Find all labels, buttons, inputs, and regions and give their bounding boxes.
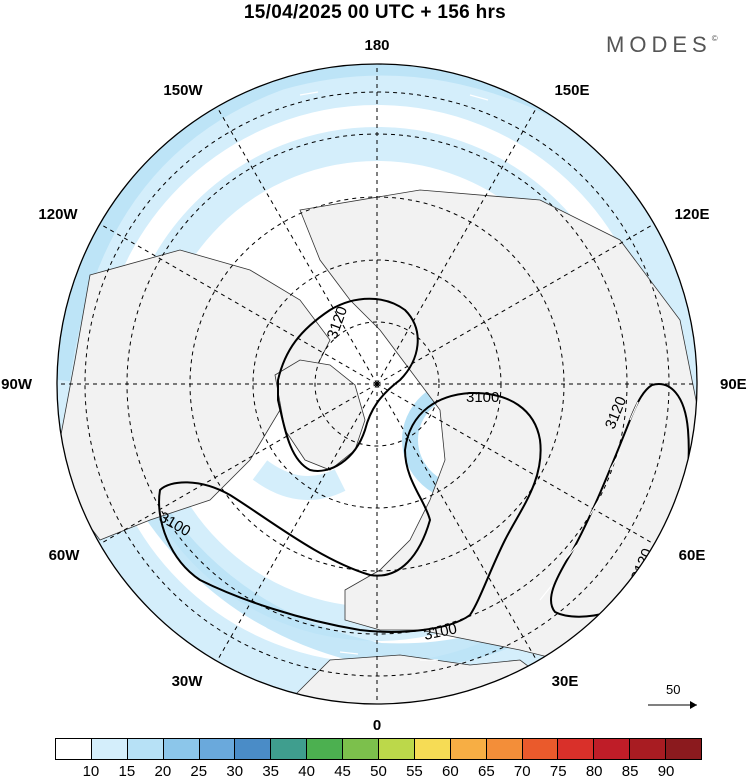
colorbar-swatch [235,739,272,759]
contour-label: 3100 [466,389,499,406]
colorbar-swatch [486,739,523,759]
colorbar-swatch [56,739,92,759]
longitude-label-180: 180 [364,37,389,54]
meridians [57,64,697,704]
wind-arrow [629,401,639,421]
colorbar-tick-label: 10 [82,763,100,780]
colorbar-tick-label: 20 [154,763,172,780]
meridian-30w [216,383,378,662]
colorbar-tick-label: 15 [118,763,136,780]
colorbar-tick-label: 90 [657,763,675,780]
wind-arrow [564,544,578,561]
reference-vector [648,701,697,709]
colorbar-swatch [630,739,667,759]
colorbar-swatch [127,739,164,759]
colorbar-swatch [522,739,559,759]
colorbar-tick-label: 80 [585,763,603,780]
colorbar [55,738,702,760]
latitude-circle-80 [314,321,440,447]
longitude-label-30w: 30W [172,673,204,690]
colorbar-tick-label: 50 [370,763,387,780]
wind-arrow [339,651,359,655]
brand-name: MODES [606,32,712,57]
colorbar-tick-label: 60 [442,763,459,780]
contour-3120-polar [277,297,419,472]
arctic-jet-patch [252,460,346,500]
colorbar-swatch [271,739,308,759]
map-disk: 3120 3100 3100 3120 3120 3100 [57,64,697,704]
colorbar-swatch [199,739,236,759]
contour-label: 3100 [422,620,458,644]
colorbar-swatch [163,739,200,759]
wind-arrow [149,129,166,141]
longitude-label-150w: 150W [163,82,203,99]
meridian-120e [376,223,655,385]
colorbar-tick-label: 85 [621,763,639,780]
modes-logo: MODES© [606,32,718,58]
colorbar-swatch [379,739,415,759]
meridian-150e [376,106,538,385]
longitude-label-60w: 60W [49,547,81,564]
colorbar-tick-label: 30 [226,763,244,780]
wind-arrow [249,619,267,629]
colorbar-tick-label: 70 [513,763,531,780]
colorbar-tick-label: 75 [549,763,567,780]
map-boundary [56,63,698,705]
wind-arrow [589,497,601,516]
colorbar-swatch [450,739,487,759]
wind-arrow [539,584,553,601]
longitude-label-30e: 30E [552,673,579,690]
colorbar-tick-label: 45 [334,763,351,780]
longitude-labels: 180 150E 120E 90E 60E 30E 0 30W 60W 90W … [1,37,747,734]
colorbar-swatch [307,739,344,759]
meridian-120w [99,223,378,385]
africa-north [289,654,561,704]
map-title: 15/04/2025 00 UTC + 156 hrs [243,2,507,23]
longitude-label-0: 0 [373,717,381,734]
colorbar-tick-label: 65 [477,763,495,780]
meridian-150w [216,106,378,385]
colorbar-swatch [666,739,702,759]
longitude-label-60e: 60E [679,547,706,564]
colorbar-swatch [343,739,380,759]
meridian-60w [99,383,378,545]
reference-vector-label: 50 [666,682,681,697]
colorbar-swatch [414,739,451,759]
wind-arrow [299,91,319,96]
longitude-label-150e: 150E [554,82,589,99]
copyright-mark: © [711,34,718,43]
contour-3120-east [550,383,690,618]
colorbar-tick-label: 25 [190,763,208,780]
contour-3100 [158,391,542,633]
height-contours [158,297,690,633]
colorbar-tick-label: 55 [406,763,423,780]
reference-arrow-head [690,701,697,709]
colorbar-tick-label: 40 [298,763,315,780]
colorbar-swatch [91,739,128,759]
longitude-label-90e: 90E [720,376,747,393]
polar-map: 3120 3100 3100 3120 3120 3100 180 150E 1… [1,37,747,734]
wind-arrow [609,451,621,471]
colorbar-swatch [594,739,631,759]
greenland [274,359,366,471]
meridian-60e [376,383,655,545]
meridian-30e [376,383,538,662]
wind-arrow [469,94,489,101]
longitude-label-120w: 120W [38,206,78,223]
colorbar-tick-label: 35 [262,763,279,780]
colorbar-labels: 10 15 20 25 30 35 40 45 50 55 60 65 70 75 80 85 90 [0,763,750,782]
longitude-label-120e: 120E [674,206,709,223]
longitude-label-90w: 90W [1,376,33,393]
colorbar-swatch [558,739,595,759]
